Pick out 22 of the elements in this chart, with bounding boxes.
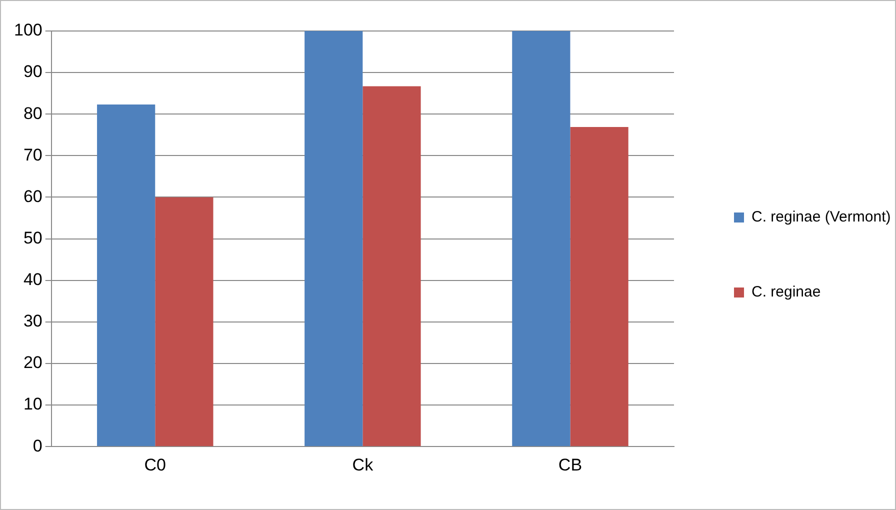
x-tick-label: CB [558, 455, 582, 474]
bar [512, 31, 570, 446]
y-tick-label: 0 [32, 436, 42, 456]
bar [304, 31, 363, 446]
y-tick-label: 10 [23, 394, 42, 414]
y-tick-label: 60 [23, 186, 42, 206]
y-tick-label: 90 [23, 62, 42, 82]
legend-label: C. reginae (Vermont) [752, 208, 891, 226]
y-tick-label: 20 [23, 353, 42, 372]
bar [570, 127, 628, 446]
legend-label: C. reginae [752, 284, 821, 301]
y-tick-label: 30 [23, 312, 42, 331]
y-tick-label: 100 [14, 20, 42, 40]
y-tick-label: 80 [23, 104, 42, 123]
x-tick-label: Ck [352, 455, 374, 474]
y-tick-label: 50 [23, 228, 42, 248]
y-tick-label: 70 [23, 145, 42, 164]
y-tick-label: 40 [23, 270, 42, 290]
x-tick-label: C0 [144, 455, 166, 474]
bar [362, 86, 421, 446]
bar [97, 104, 156, 446]
bar [155, 197, 214, 446]
